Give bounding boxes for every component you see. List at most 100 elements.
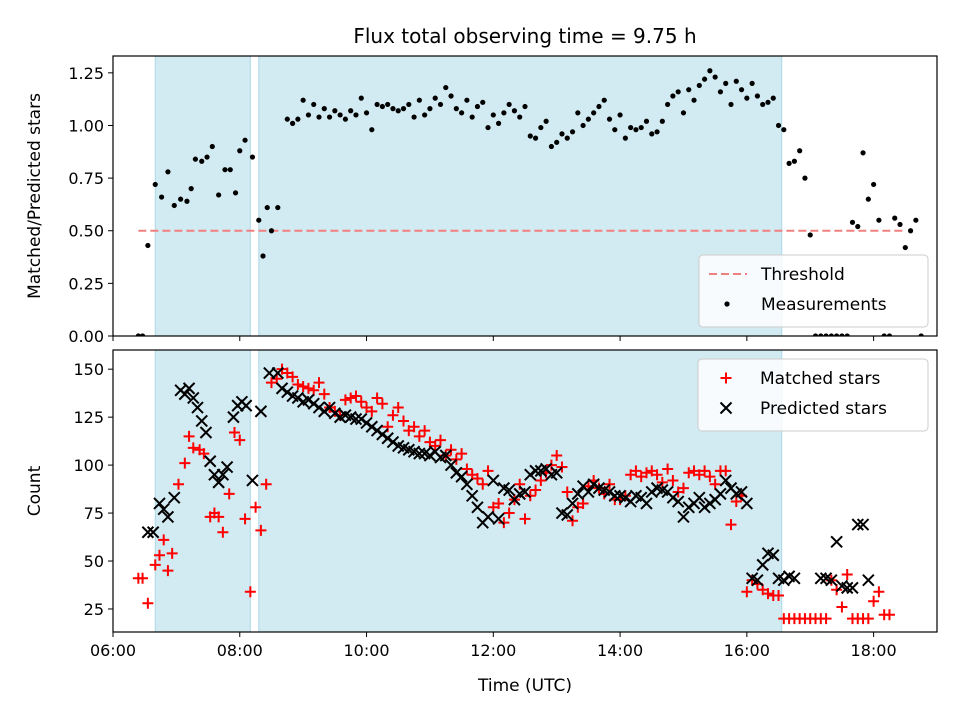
predicted-star-point: [328, 407, 342, 420]
predicted-star-point: [703, 497, 717, 510]
x-tick-label: 10:00: [343, 641, 389, 660]
predicted-star-point: [740, 497, 754, 510]
predicted-star-point: [619, 491, 632, 504]
predicted-star-point: [846, 581, 859, 595]
matched-star-point: [371, 392, 383, 404]
matched-star-point: [640, 467, 652, 479]
measurement-point: [865, 196, 871, 202]
matched-star-point: [228, 426, 240, 438]
measurement-point: [204, 154, 210, 160]
measurement-point: [268, 228, 275, 234]
measurement-point: [633, 127, 639, 133]
measurement-point: [797, 148, 803, 154]
matched-star-point: [477, 478, 489, 490]
measurement-point: [332, 108, 338, 114]
matched-star-point: [556, 461, 568, 473]
matched-star-point: [561, 486, 573, 498]
predicted-star-point: [212, 476, 225, 489]
measurement-point: [686, 87, 692, 93]
matched-star-point: [260, 478, 272, 490]
matched-star-point: [493, 497, 505, 509]
measurement-point: [501, 110, 507, 116]
observing-window-1: [154, 55, 251, 337]
predicted-star-point: [608, 489, 622, 503]
measurement-point: [289, 120, 296, 126]
matched-star-point: [387, 409, 399, 421]
measurement-point: [511, 108, 518, 114]
predicted-star-point: [582, 485, 595, 499]
measurement-point: [184, 198, 190, 204]
matched-star-point: [630, 465, 642, 477]
predicted-star-point: [281, 385, 294, 399]
predicted-star-point: [153, 497, 166, 510]
matched-star-point: [158, 534, 170, 546]
matched-star-point: [656, 476, 668, 488]
measurement-point: [385, 101, 391, 108]
matched-star-point: [651, 469, 663, 481]
matched-star-point: [741, 586, 753, 598]
predicted-star-point: [455, 470, 468, 483]
measurement-point: [517, 114, 523, 120]
legend-label: Predicted stars: [760, 399, 887, 419]
y-tick-label: 1.00: [68, 116, 104, 135]
x-tick-label: 06:00: [90, 641, 136, 660]
predicted-star-point: [671, 495, 685, 508]
matched-star-point: [498, 517, 510, 529]
measurement-point: [443, 84, 449, 91]
predicted-star-point: [851, 518, 864, 531]
measurement-point: [348, 108, 354, 114]
predicted-star-point: [246, 474, 259, 487]
measurement-point: [480, 99, 486, 105]
predicted-star-point: [187, 391, 200, 405]
predicted-star-point: [566, 497, 579, 510]
predicted-star-point: [682, 501, 695, 514]
measurement-point: [659, 118, 665, 124]
x-tick-label: 12:00: [470, 641, 516, 660]
matched-star-point: [535, 474, 547, 486]
measurement-point: [886, 333, 893, 336]
measurement-point: [696, 82, 702, 89]
measurement-point: [495, 120, 502, 126]
measurement-point: [802, 175, 808, 181]
measurement-point: [490, 112, 496, 118]
predicted-star-point: [182, 382, 196, 395]
predicted-star-point: [460, 478, 474, 491]
matched-star-point: [482, 465, 494, 477]
measurement-point: [379, 103, 385, 110]
matched-star-point: [318, 388, 330, 400]
measurement-point: [171, 202, 177, 209]
measurement-point: [256, 217, 262, 223]
predicted-star-point: [355, 412, 368, 426]
measurement-point: [416, 97, 422, 103]
predicted-star-point: [677, 510, 690, 524]
legend-label: Measurements: [761, 295, 887, 315]
matched-star-point: [699, 465, 711, 477]
predicted-star-point: [788, 572, 801, 585]
measurement-point: [395, 108, 401, 114]
measurement-point: [474, 103, 481, 110]
legend-box: [698, 254, 929, 328]
matched-star-point: [287, 371, 299, 383]
measurement-point: [222, 167, 228, 173]
matched-star-point: [366, 405, 378, 417]
predicted-star-point: [370, 424, 384, 437]
x-axis-label: Time (UTC): [477, 676, 572, 696]
measurement-point: [300, 97, 306, 103]
measurement-point: [643, 118, 650, 124]
matched-star-point: [836, 601, 848, 613]
predicted-star-point: [161, 510, 175, 524]
matched-star-point: [398, 415, 410, 427]
predicted-star-point: [376, 428, 389, 441]
measurement-point: [145, 242, 151, 249]
y-tick-label: 0.50: [68, 222, 104, 241]
measurement-point: [855, 223, 861, 230]
predicted-star-point: [840, 581, 854, 595]
observing-window-1: [154, 349, 251, 633]
measurement-point: [622, 135, 628, 141]
matched-star-point: [142, 597, 154, 609]
measurement-point: [649, 131, 655, 137]
measurement-point: [680, 110, 687, 116]
measurement-point: [744, 95, 750, 101]
y-tick-label: 0.00: [68, 327, 104, 346]
matched-star-point: [704, 471, 716, 483]
